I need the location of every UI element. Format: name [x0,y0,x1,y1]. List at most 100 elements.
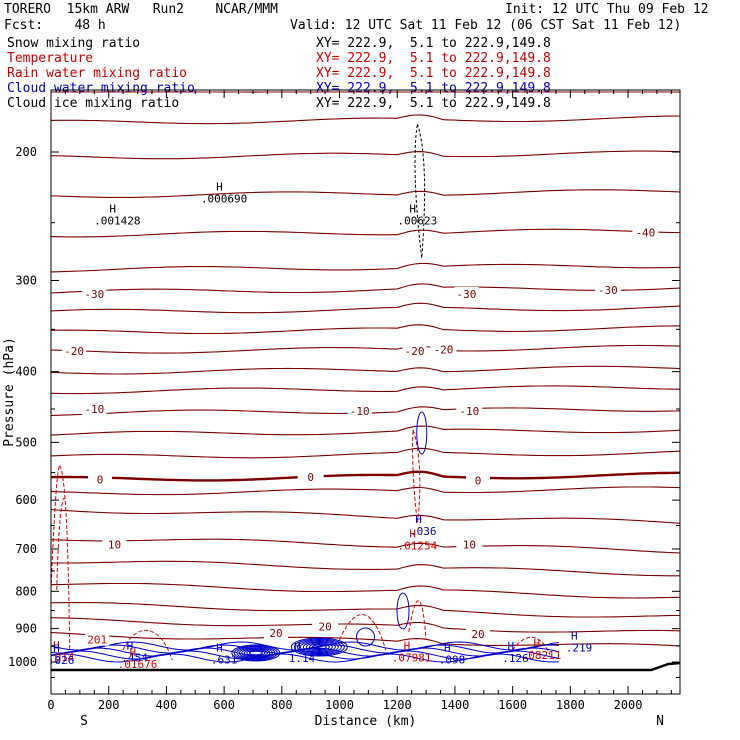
maximum-marker: H [294,640,301,653]
rain-contour [512,637,551,656]
axes-layer: 0 200 400 600 800 1000 1200 1400 1600 1800 2000200… [8,90,680,712]
snow-contour [414,123,426,259]
maximum-marker: H [534,637,541,650]
contour-label-bg [347,404,372,418]
maximum-marker: H [53,642,60,655]
maximum-marker: H [444,642,451,655]
contour-label: 0 [475,475,482,488]
field-cloudice-name: Cloud ice mixing ratio [7,96,180,111]
maximum-value: .026 [48,654,75,667]
cloud-water-pocket [356,627,375,647]
contour-label: -10 [350,405,370,418]
cloud-water-pocket [416,411,428,455]
contour-label: 20 [471,628,484,641]
maximum-value: .08211 [522,649,562,662]
terrain-line [51,661,681,672]
cloud-water-pocket [396,592,410,630]
maximum-marker: H [409,528,416,541]
cloud-core-contour [231,644,281,662]
north-label: N [656,714,664,729]
y-tick-label: 500 [15,435,37,449]
isotherm-line [50,425,681,436]
isotherm-line [50,228,681,238]
isotherm-label: -10 [459,405,479,418]
cloud-core-contour [290,637,348,657]
isotherm-label-bg [456,404,483,418]
contour-label: -20 [405,345,425,358]
y-tick-label: 900 [15,622,37,636]
y-tick-label: 400 [15,365,37,379]
isotherm-line [50,447,681,459]
maximum-marker: H [409,203,416,216]
contour-label-bg [82,286,107,300]
model-title: TORERO 15km ARW Run2 NCAR/MMM [4,2,278,17]
maximum-value: .01254 [398,540,438,553]
maximum-value: .098 [439,654,466,667]
maximum-value: 1.14 [289,652,316,665]
x-tick-label: 2000 [614,698,643,712]
contour-label: 201 [87,634,107,647]
x-tick-label: 1200 [383,698,412,712]
cloud-core-contour [243,649,268,657]
isotherm-line [50,385,680,395]
y-tick-label: 1000 [8,655,37,669]
contour-label-bg [466,626,491,640]
cloud-core-contour [296,639,342,655]
plot-frame [50,89,681,695]
isotherm-label: -30 [598,284,618,297]
rain-contour [408,600,427,641]
isotherm-label-bg [632,225,659,239]
x-tick-label: 1000 [325,698,354,712]
contour-label: 20 [269,627,282,640]
cloud-core-contour [305,642,333,652]
y-tick-label: 700 [15,542,37,556]
isotherm-label: 0 [307,471,314,484]
isotherm-line [50,601,680,618]
rain-contour [412,429,421,523]
x-tick-label: 600 [213,698,235,712]
maximum-value: .000690 [201,192,247,205]
x-axis-label: Distance (km) [315,714,417,729]
contour-label-bg [102,537,127,551]
y-axis-label: Pressure (hPa) [2,337,17,447]
cloud-water-contour [50,653,559,663]
contour-label: 10 [108,538,121,551]
x-tick-label: 200 [98,698,120,712]
field-cloudice-xy: XY= 222.9, 5.1 to 222.9,149.8 [316,96,551,111]
contour-label-bg [82,401,107,415]
field-snow-name: Snow mixing ratio [7,36,141,51]
isotherm-line [50,470,680,482]
cloud-core-contour [308,643,330,651]
isotherm-label: -40 [635,227,655,240]
maximum-value: .00623 [398,215,438,228]
y-tick-label: 300 [15,273,37,287]
maximum-value: .036 [410,525,437,538]
contour-label-bg [62,344,87,358]
hydrometeor-layer [50,123,681,672]
maximum-value: .014 [48,651,75,664]
x-tick-label: 1600 [498,698,527,712]
y-tick-label: 200 [15,145,37,159]
isotherm-line [50,486,681,496]
cloud-core-contour [233,645,278,661]
isotherm-line [50,631,681,647]
cloud-core-contour [238,647,273,659]
field-snow-xy: XY= 222.9, 5.1 to 222.9,149.8 [316,36,551,51]
isotherm-label-bg [430,342,457,356]
maximum-marker: H [216,641,223,654]
south-label: S [80,714,88,729]
cloud-core-contour [311,644,327,650]
isotherm-label: 20 [318,620,331,633]
maximum-value: .454 [121,651,148,664]
maximum-marker: H [109,203,116,216]
cloud-core-contour [302,641,336,653]
x-tick-label: 0 [47,698,54,712]
maximum-marker: H [415,513,422,526]
contour-label-bg [454,286,479,300]
maximum-value: .001428 [94,215,140,228]
isotherm-label: -20 [433,343,453,356]
x-tick-label: 800 [271,698,293,712]
y-tick-label: 600 [15,493,37,507]
rain-contour [50,463,71,651]
